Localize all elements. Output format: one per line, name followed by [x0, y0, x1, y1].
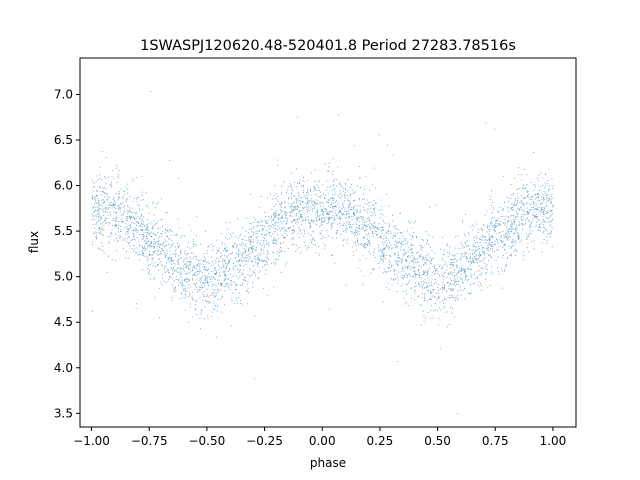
x-tick-label: 0.75 — [482, 434, 509, 448]
y-tick-label: 4.0 — [54, 361, 73, 375]
y-tick-label: 5.5 — [54, 224, 73, 238]
x-tick-label: −1.00 — [73, 434, 110, 448]
x-axis-label: phase — [310, 456, 346, 470]
y-axis-ticks: 3.5 4.0 4.5 5.0 5.5 6.0 6.5 7.0 — [54, 87, 80, 420]
data-points — [91, 91, 554, 414]
y-axis-label: flux — [27, 231, 41, 253]
x-tick-label: −0.50 — [188, 434, 225, 448]
x-tick-label: −0.75 — [131, 434, 168, 448]
scatter-series-flux — [91, 91, 554, 414]
y-tick-label: 3.5 — [54, 406, 73, 420]
x-tick-label: 0.25 — [367, 434, 394, 448]
y-tick-label: 6.0 — [54, 179, 73, 193]
y-tick-label: 7.0 — [54, 87, 73, 101]
x-axis-ticks: −1.00 −0.75 −0.50 −0.25 0.00 0.25 0.50 0.75 1.00 — [73, 427, 566, 448]
y-tick-label: 6.5 — [54, 133, 73, 147]
x-tick-label: 0.50 — [424, 434, 451, 448]
plot-frame — [79, 57, 577, 428]
chart-title: 1SWASPJ120620.48-520401.8 Period 27283.7… — [140, 38, 516, 54]
x-tick-label: 1.00 — [540, 434, 567, 448]
y-tick-label: 5.0 — [54, 270, 73, 284]
y-tick-label: 4.5 — [54, 315, 73, 329]
x-tick-label: 0.00 — [309, 434, 336, 448]
x-tick-label: −0.25 — [246, 434, 283, 448]
